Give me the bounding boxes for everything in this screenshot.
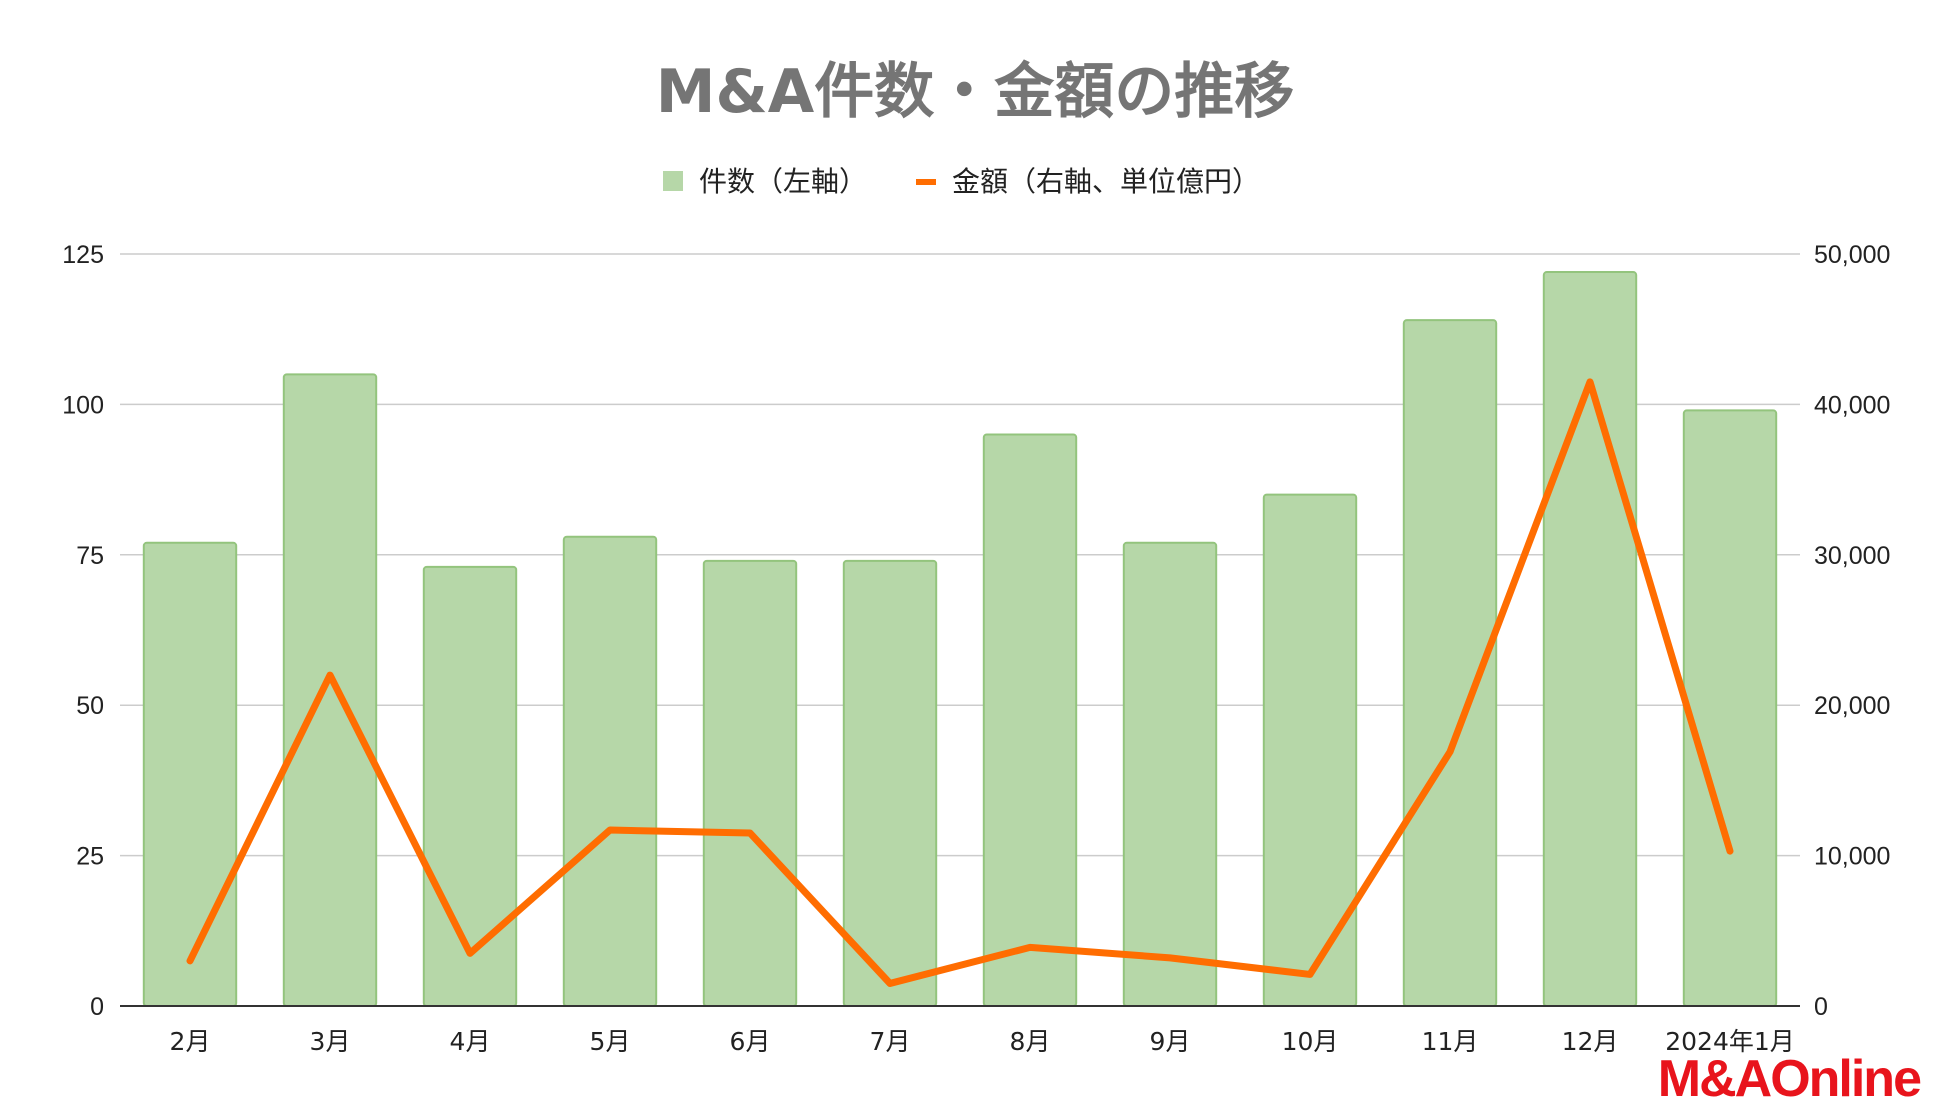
x-tick-label: 7月 <box>870 1027 911 1056</box>
chart-title: M&A件数・金額の推移 <box>656 57 1294 127</box>
x-tick-label: 4月 <box>450 1027 491 1056</box>
legend: 件数（左軸） 金額（右軸、単位億円） <box>663 165 1260 198</box>
y-right-tick-label: 20,000 <box>1814 692 1890 720</box>
bar <box>282 373 378 1007</box>
line-point <box>469 952 471 954</box>
y-left-tick-label: 125 <box>62 241 104 269</box>
line-point <box>609 829 611 831</box>
line-point <box>889 982 891 984</box>
x-tick-label: 9月 <box>1150 1027 1191 1056</box>
x-tick-label: 8月 <box>1010 1027 1051 1056</box>
y-right-tick-label: 40,000 <box>1814 391 1890 419</box>
y-left-tick-label: 50 <box>76 692 104 720</box>
x-tick-label: 3月 <box>310 1027 351 1056</box>
y-right-tick-label: 50,000 <box>1814 241 1890 269</box>
x-tick-label: 5月 <box>590 1027 631 1056</box>
bar <box>1122 541 1218 1007</box>
bar <box>422 565 518 1007</box>
y-left-tick-label: 75 <box>76 542 104 570</box>
y-left-tick-label: 25 <box>76 843 104 871</box>
y-right-tick-label: 30,000 <box>1814 542 1890 570</box>
y-left-tick-label: 0 <box>90 993 104 1021</box>
axes: 0 25 50 75 100 125 0 10,000 20,000 30,000 40,000 50… <box>62 241 1890 1056</box>
legend-label-count: 件数（左軸） <box>699 165 867 198</box>
bar <box>1682 409 1778 1007</box>
bar-series <box>142 271 1778 1008</box>
x-tick-label: 11月 <box>1422 1027 1479 1056</box>
amount-line <box>186 378 1734 987</box>
gridlines <box>120 253 1800 857</box>
line-point <box>1169 957 1171 959</box>
line-point <box>1729 850 1731 852</box>
line-point <box>189 960 191 962</box>
x-tick-label: 12月 <box>1562 1027 1619 1056</box>
line-point <box>1589 381 1591 383</box>
bar <box>702 559 798 1007</box>
line-point <box>1449 751 1451 753</box>
x-tick-label: 6月 <box>730 1027 771 1056</box>
line-point <box>329 674 331 676</box>
line-series <box>186 378 1734 987</box>
x-tick-label: 2024年1月 <box>1665 1027 1795 1056</box>
bar <box>142 541 238 1007</box>
line-point <box>1309 973 1311 975</box>
bar <box>562 535 658 1007</box>
y-left-tick-label: 100 <box>62 391 104 419</box>
line-point <box>749 832 751 834</box>
x-tick-label: 10月 <box>1282 1027 1339 1056</box>
bar <box>842 559 938 1007</box>
y-right-tick-label: 10,000 <box>1814 843 1890 871</box>
legend-swatch-count <box>663 171 683 191</box>
y-right-tick-label: 0 <box>1814 993 1828 1021</box>
brand-logo: M&AOnline <box>1658 1050 1921 1104</box>
line-point <box>1029 946 1031 948</box>
x-tick-label: 2月 <box>170 1027 211 1056</box>
bar <box>982 433 1078 1008</box>
legend-label-amount: 金額（右軸、単位億円） <box>952 165 1260 198</box>
